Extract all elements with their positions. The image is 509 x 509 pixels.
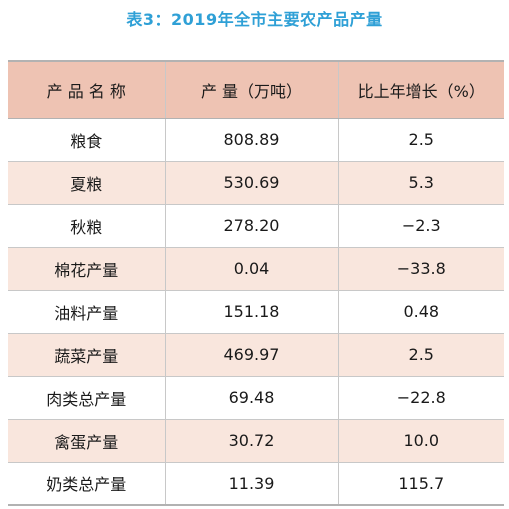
output-cell: 469.97	[164, 333, 338, 377]
product-name-cell: 蔬菜产量	[8, 333, 165, 377]
product-name-cell: 奶类总产量	[8, 462, 165, 506]
table-row: 秋粮 278.20 −2.3	[8, 204, 504, 248]
growth-cell: −22.8	[337, 376, 504, 420]
product-name-cell: 油料产量	[8, 290, 165, 334]
header-product-name: 产 品 名 称	[8, 60, 165, 119]
header-output: 产 量（万吨）	[164, 60, 338, 119]
product-name-cell: 禽蛋产量	[8, 419, 165, 463]
output-cell: 278.20	[164, 204, 338, 248]
product-name-cell: 夏粮	[8, 161, 165, 205]
header-growth: 比上年增长（%）	[337, 60, 504, 119]
output-cell: 808.89	[164, 118, 338, 162]
table-row: 油料产量 151.18 0.48	[8, 290, 504, 334]
growth-cell: −2.3	[337, 204, 504, 248]
table-row: 夏粮 530.69 5.3	[8, 161, 504, 205]
product-name-cell: 肉类总产量	[8, 376, 165, 420]
table-row: 禽蛋产量 30.72 10.0	[8, 419, 504, 463]
table-row: 蔬菜产量 469.97 2.5	[8, 333, 504, 377]
table-header-row: 产 品 名 称 产 量（万吨） 比上年增长（%）	[8, 60, 504, 119]
output-cell: 530.69	[164, 161, 338, 205]
table-title: 表3：2019年全市主要农产品产量	[126, 10, 383, 29]
output-cell: 0.04	[164, 247, 338, 291]
product-name-cell: 粮食	[8, 118, 165, 162]
growth-cell: 115.7	[337, 462, 504, 506]
output-cell: 151.18	[164, 290, 338, 334]
products-table: 产 品 名 称 产 量（万吨） 比上年增长（%） 粮食 808.89 2.5 夏…	[8, 60, 504, 506]
growth-cell: 10.0	[337, 419, 504, 463]
table-row: 粮食 808.89 2.5	[8, 118, 504, 162]
product-name-cell: 秋粮	[8, 204, 165, 248]
table-row: 棉花产量 0.04 −33.8	[8, 247, 504, 291]
growth-cell: 2.5	[337, 333, 504, 377]
growth-cell: 2.5	[337, 118, 504, 162]
output-cell: 30.72	[164, 419, 338, 463]
growth-cell: 0.48	[337, 290, 504, 334]
output-cell: 11.39	[164, 462, 338, 506]
table-row: 肉类总产量 69.48 −22.8	[8, 376, 504, 420]
output-cell: 69.48	[164, 376, 338, 420]
growth-cell: 5.3	[337, 161, 504, 205]
product-name-cell: 棉花产量	[8, 247, 165, 291]
table-row: 奶类总产量 11.39 115.7	[8, 462, 504, 506]
growth-cell: −33.8	[337, 247, 504, 291]
